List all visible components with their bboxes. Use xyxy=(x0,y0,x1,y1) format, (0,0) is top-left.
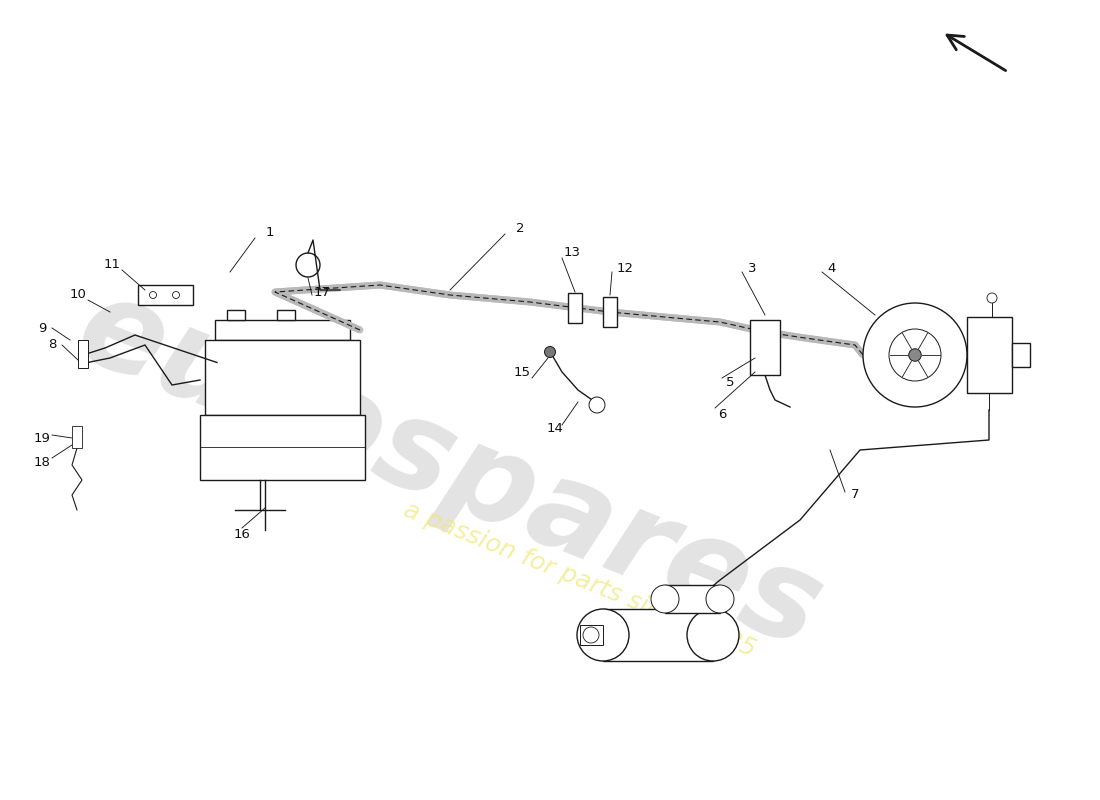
Text: 9: 9 xyxy=(37,322,46,334)
Text: 18: 18 xyxy=(34,455,51,469)
Circle shape xyxy=(706,585,734,613)
Bar xyxy=(603,609,713,661)
Bar xyxy=(568,293,582,323)
Text: 11: 11 xyxy=(103,258,121,271)
Bar xyxy=(227,310,245,320)
Circle shape xyxy=(987,293,997,303)
Circle shape xyxy=(544,346,556,358)
Text: 4: 4 xyxy=(828,262,836,274)
Text: 6: 6 xyxy=(718,409,726,422)
Text: 8: 8 xyxy=(47,338,56,351)
Bar xyxy=(205,340,360,415)
Text: 16: 16 xyxy=(233,529,251,542)
Text: a passion for parts since 1985: a passion for parts since 1985 xyxy=(400,498,760,662)
Circle shape xyxy=(583,627,600,643)
Bar xyxy=(666,585,720,613)
Bar xyxy=(138,285,192,305)
Bar xyxy=(214,320,350,340)
Circle shape xyxy=(173,291,179,298)
Text: 15: 15 xyxy=(514,366,530,378)
Circle shape xyxy=(688,609,739,661)
Circle shape xyxy=(651,585,679,613)
Bar xyxy=(580,625,603,645)
Circle shape xyxy=(150,291,156,298)
Text: 12: 12 xyxy=(616,262,634,274)
Text: 7: 7 xyxy=(850,489,859,502)
Text: 1: 1 xyxy=(266,226,274,238)
Circle shape xyxy=(909,349,921,362)
Bar xyxy=(603,297,617,327)
Text: 10: 10 xyxy=(69,289,87,302)
Text: 13: 13 xyxy=(563,246,581,258)
Bar xyxy=(967,317,1012,393)
Bar xyxy=(750,320,780,375)
Circle shape xyxy=(588,397,605,413)
Bar xyxy=(1012,343,1030,367)
Text: 5: 5 xyxy=(726,375,735,389)
Bar xyxy=(72,426,82,448)
Text: 14: 14 xyxy=(547,422,563,434)
Text: 3: 3 xyxy=(748,262,757,274)
Text: 19: 19 xyxy=(34,431,51,445)
Circle shape xyxy=(864,303,967,407)
Bar xyxy=(78,340,88,368)
Circle shape xyxy=(889,329,940,381)
Text: 2: 2 xyxy=(516,222,525,234)
Text: 17: 17 xyxy=(314,286,330,298)
Bar xyxy=(277,310,295,320)
Bar xyxy=(200,415,365,480)
Text: eurospares: eurospares xyxy=(60,266,839,674)
Circle shape xyxy=(578,609,629,661)
